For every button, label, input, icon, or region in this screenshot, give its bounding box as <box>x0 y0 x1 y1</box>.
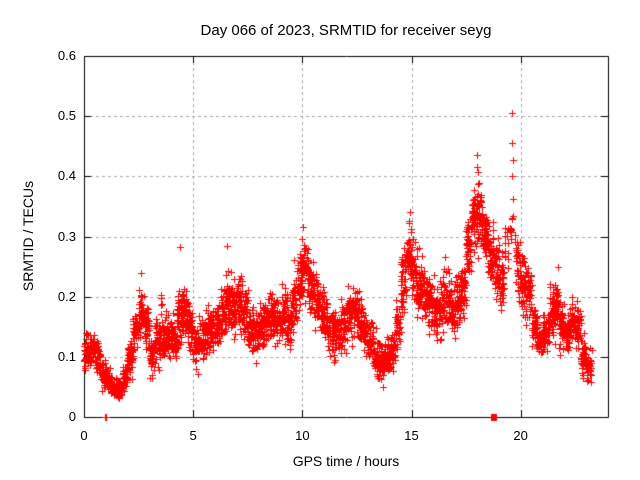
x-tick-label: 15 <box>404 428 419 443</box>
y-tick-label: 0.4 <box>57 168 76 184</box>
y-tick-label: 0.6 <box>57 48 76 63</box>
y-tick-label: 0 <box>68 409 76 424</box>
x-tick-label: 5 <box>189 428 197 443</box>
chart-title: Day 066 of 2023, SRMTID for receiver sey… <box>200 22 492 39</box>
y-tick-label: 0.1 <box>57 348 76 364</box>
y-tick-label: 0.5 <box>57 108 76 124</box>
y-tick-label: 0.2 <box>57 288 76 304</box>
x-tick-label: 20 <box>513 428 528 443</box>
x-axis-label: GPS time / hours <box>292 453 400 469</box>
x-tick-label: 10 <box>295 428 310 443</box>
x-tick-label: 0 <box>80 428 88 443</box>
y-tick-label: 0.3 <box>57 228 76 244</box>
